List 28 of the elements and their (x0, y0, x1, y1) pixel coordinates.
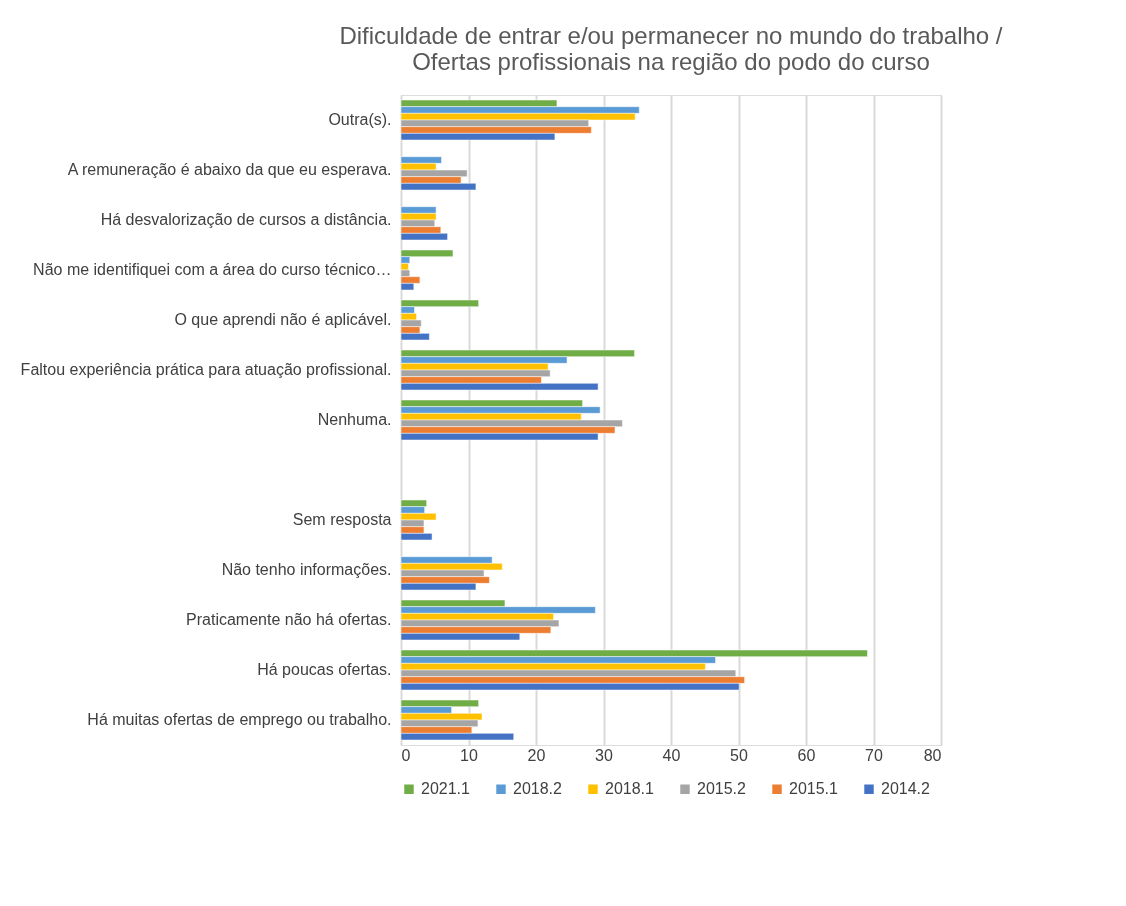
legend-label: 2015.2 (697, 780, 747, 798)
y-tick-label: Há poucas ofertas. (257, 661, 392, 678)
legend-label: 2014.2 (881, 780, 931, 798)
y-tick-label: A remuneração é abaixo da que eu esperava. (67, 161, 392, 178)
legend-label: 2018.2 (513, 780, 563, 798)
legend-label: 2021.1 (421, 780, 471, 798)
x-tick-label: 10 (460, 746, 478, 764)
legend-label: 2018.1 (605, 780, 655, 798)
y-tick-label: Há muitas ofertas de emprego ou trabalho. (87, 711, 392, 728)
y-tick-label: Praticamente não há ofertas. (186, 611, 392, 628)
y-tick-label: Nenhuma. (317, 411, 392, 428)
x-tick-label: 60 (797, 746, 816, 764)
y-tick-label: Há desvalorização de cursos a distância. (100, 211, 392, 228)
y-tick-label: Não me identifiquei com a área do curso técnico… (33, 261, 392, 278)
x-tick-label: 70 (865, 746, 883, 764)
y-tick-label: O que aprendi não é aplicável. (174, 311, 392, 328)
y-tick-label: Outra(s). (328, 111, 392, 128)
y-tick-label: Não tenho informações. (221, 561, 392, 578)
x-tick-label: 20 (527, 746, 546, 764)
legend-label: 2015.1 (789, 780, 839, 798)
x-tick-label: 40 (662, 746, 681, 764)
x-tick-label: 0 (401, 746, 411, 764)
x-tick-label: 80 (923, 746, 942, 764)
x-tick-label: 50 (730, 746, 748, 764)
chart-title: Dificuldade de entrar e/ou permanecer no mundo do trabalho / Ofertas profissionais na região do podo do curso (339, 22, 1003, 75)
y-tick-label: Faltou experiência prática para atuação profissional. (20, 361, 392, 378)
x-tick-label: 30 (595, 746, 613, 764)
y-tick-label: Sem resposta (292, 511, 392, 528)
